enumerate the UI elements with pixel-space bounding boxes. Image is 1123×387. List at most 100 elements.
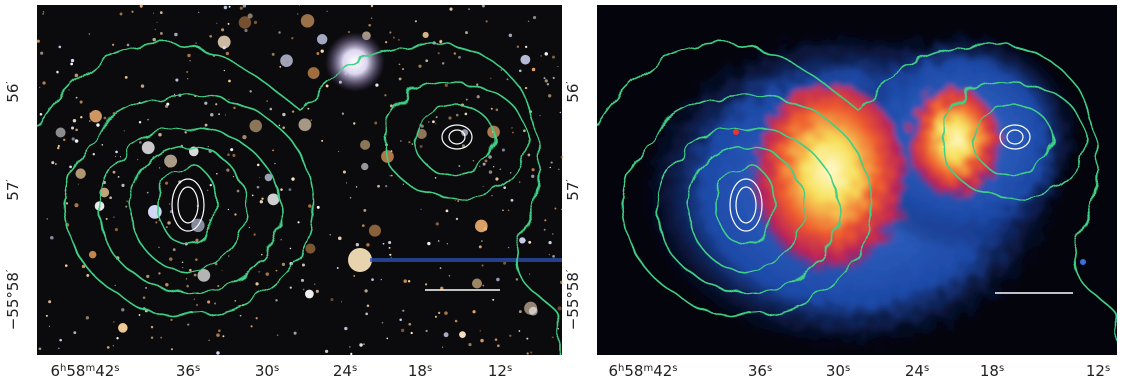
label-superscript: m (643, 363, 653, 374)
star (141, 84, 144, 87)
star (465, 31, 468, 34)
star (548, 241, 551, 244)
star (234, 213, 236, 215)
star (350, 197, 352, 199)
star (491, 108, 493, 110)
star (427, 242, 430, 245)
star (272, 53, 275, 56)
star (338, 151, 339, 152)
star (93, 153, 95, 155)
label-part: 18 (408, 362, 427, 380)
star (218, 113, 220, 115)
label-part: 56 (4, 84, 22, 103)
star (425, 59, 428, 62)
star (477, 95, 480, 98)
star (152, 38, 155, 41)
star (186, 71, 188, 73)
star (508, 247, 510, 249)
label-part: 42 (95, 362, 114, 380)
star (519, 330, 521, 332)
star (457, 200, 459, 202)
star (233, 176, 234, 177)
star (557, 66, 558, 67)
label-part: 24 (333, 362, 352, 380)
star (244, 29, 247, 32)
star (316, 52, 319, 55)
star (299, 4, 300, 5)
star (153, 13, 154, 14)
star (527, 154, 530, 157)
star (248, 13, 253, 18)
star (109, 196, 112, 199)
star (425, 283, 427, 285)
star (280, 188, 283, 191)
star (480, 339, 483, 342)
star (517, 46, 519, 48)
star (159, 167, 160, 168)
ra-tick-label: 6h58m42s (608, 362, 677, 380)
star (456, 218, 458, 220)
ra-tick-label: 12s (488, 362, 512, 380)
star (151, 326, 153, 328)
star (76, 97, 78, 99)
star (118, 323, 128, 333)
star (385, 143, 388, 146)
dec-tick-label: −55°58′ (564, 269, 582, 330)
star (549, 254, 550, 255)
star (221, 270, 222, 271)
star (113, 216, 114, 217)
star (388, 241, 391, 244)
star (209, 35, 212, 38)
star (280, 239, 281, 240)
star (314, 284, 315, 285)
star (390, 104, 393, 107)
star (155, 221, 157, 223)
star (368, 24, 371, 27)
star (544, 219, 546, 221)
label-part: 57 (564, 182, 582, 201)
star (317, 34, 327, 44)
star (393, 37, 395, 39)
star (113, 171, 116, 174)
star (282, 126, 285, 129)
star (216, 23, 217, 24)
star (182, 267, 183, 268)
label-superscript: s (924, 363, 929, 374)
star (321, 140, 323, 142)
star (519, 310, 522, 313)
star (40, 113, 43, 116)
star (63, 139, 65, 141)
star (525, 87, 527, 89)
star (552, 255, 555, 258)
star (279, 66, 281, 68)
star (363, 343, 365, 345)
label-superscript: ′ (565, 179, 576, 182)
star (528, 21, 529, 22)
star (531, 175, 534, 178)
star (449, 8, 452, 11)
star (448, 116, 451, 119)
star (299, 118, 312, 131)
star (346, 182, 347, 183)
star (55, 163, 57, 165)
star (511, 127, 513, 129)
star (291, 177, 294, 180)
star (118, 176, 120, 178)
star (399, 77, 402, 80)
star (96, 123, 99, 126)
star (371, 5, 373, 7)
star (225, 114, 226, 115)
star (167, 221, 170, 224)
star (164, 155, 177, 168)
star (42, 81, 45, 84)
star (259, 177, 260, 178)
star (544, 52, 547, 55)
label-superscript: s (999, 363, 1004, 374)
star (113, 112, 116, 115)
star (233, 107, 235, 109)
star (326, 84, 329, 87)
star (232, 154, 235, 157)
star (39, 347, 42, 350)
star (49, 326, 50, 327)
star (186, 278, 188, 280)
